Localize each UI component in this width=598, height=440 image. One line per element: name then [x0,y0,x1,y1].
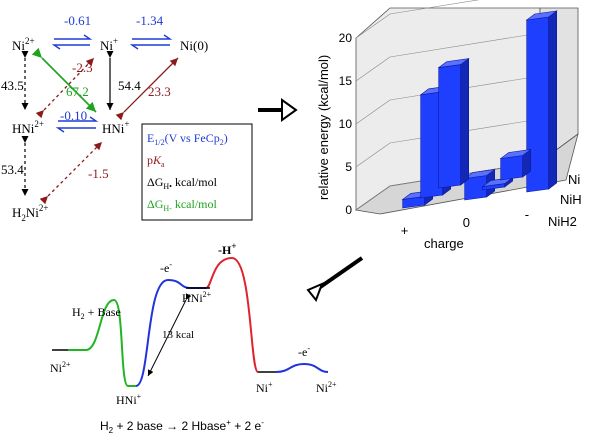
z-tick-label: 5 [345,160,352,174]
equilibrium-arrow-hni [55,116,99,133]
ni1-profile-label: Ni+ [256,380,273,395]
barrier-arrow [147,293,192,377]
profile-blue-curve-1 [135,278,206,387]
y-category-label: Ni [568,172,580,187]
legend-box [141,123,253,221]
gridline [389,32,541,58]
bar-+-NiH2 [437,57,470,189]
bar-chart-3d: 0 5 10 15 20 +0 - Ni NiH NiH2 relative energy (… [316,0,582,251]
e-minus-label-1: -e- [160,260,172,275]
z-tick-label: 15 [339,74,353,88]
dgh-hni2-label: 53.4 [1,162,24,177]
bar---Ni [525,10,558,193]
ni2-left-label: Ni2+ [50,360,71,375]
gridline [355,142,391,168]
dgh-ni2-label: 43.5 [1,78,24,93]
pka-arrow-h2ni [39,141,103,205]
chart-x-label: charge [424,236,464,251]
legend-e: E1/2(V vs FeCp2) [147,131,228,147]
e-minus-label-2: -e- [298,344,310,359]
pka-h2ni-label: -1.5 [88,166,109,181]
kcal-label: 13 kcal [162,329,194,341]
z-tick-label: 0 [345,203,352,217]
hni1-profile-label: HNi+ [116,392,142,407]
legend-dgh: ΔGH• kcal/mol [147,175,218,191]
equilibrium-arrow-ni2-ni1 [51,34,93,50]
species-ni0: Ni(0) [180,38,208,53]
equilibrium-arrow-ni1-ni0 [129,34,173,50]
species-ni1: Ni+ [100,36,118,53]
z-tick-label: 20 [339,31,353,45]
energy-profile: H2 + Base -e- -H+ HNi2+ 13 kcal -e- Ni2+… [50,241,337,435]
bar-0-Ni [463,168,496,201]
profile-blue-curve-2 [275,362,329,373]
pka-ni2-label: -2.3 [72,60,93,75]
z-tick-label: 10 [339,117,353,131]
legend-pka: pKa [147,153,165,169]
hni2-profile-label: HNi2+ [182,290,212,305]
pka-arrow-ni1 [115,57,179,121]
h2-base-label: H2 + Base [72,305,121,321]
e-ni1-ni0-label: -1.34 [136,13,164,28]
pka-ni1-label: 23.3 [148,84,171,99]
overall-equation: H2 + 2 base → 2 Hbase+ + 2 e- [100,418,264,435]
y-category-label: NiH2 [548,214,577,229]
profile-red-curve [205,256,259,373]
flow-arrow-down-left [306,256,364,302]
species-hni2: HNi2+ [12,119,44,136]
thermo-scheme: Ni2+ Ni+ Ni(0) HNi2+ HNi+ H2Ni2+ -0.61 -… [1,13,253,223]
chart-z-label: relative energy (kcal/mol) [316,55,331,200]
bar-0-NiH2 [499,148,532,181]
h-plus-label: -H+ [218,241,236,257]
gridline [355,99,391,125]
e-ni2-ni1-label: -0.61 [64,13,91,28]
x-category-label: + [401,223,409,238]
legend-dghm: ΔGH- kcal/mol [147,197,217,213]
gridline [355,13,391,39]
x-category-label: 0 [463,215,470,230]
dghm-arrow [31,47,97,113]
gridline [389,0,480,15]
chart-z-ticks: 0 5 10 15 20 [339,31,353,217]
gridline [355,56,391,82]
flow-arrow-right [258,98,298,122]
e-hni-label: -0.10 [60,108,87,123]
chart-y-categories: Ni NiH NiH2 [548,172,582,229]
y-category-label: NiH [560,192,582,207]
chart-x-categories: +0 - [401,207,529,238]
dgh-ni1-label: 54.4 [118,78,141,93]
profile-green-curve [68,298,136,387]
ni2-right-label: Ni2+ [316,380,337,395]
species-hni1: HNi+ [102,119,129,136]
species-ni2: Ni2+ [12,36,35,53]
species-h2ni2: H2Ni2+ [12,203,48,223]
dghm-label: 67.2 [66,84,89,99]
gridline [355,185,391,211]
x-category-label: - [525,207,529,222]
chart-bars [401,10,558,209]
